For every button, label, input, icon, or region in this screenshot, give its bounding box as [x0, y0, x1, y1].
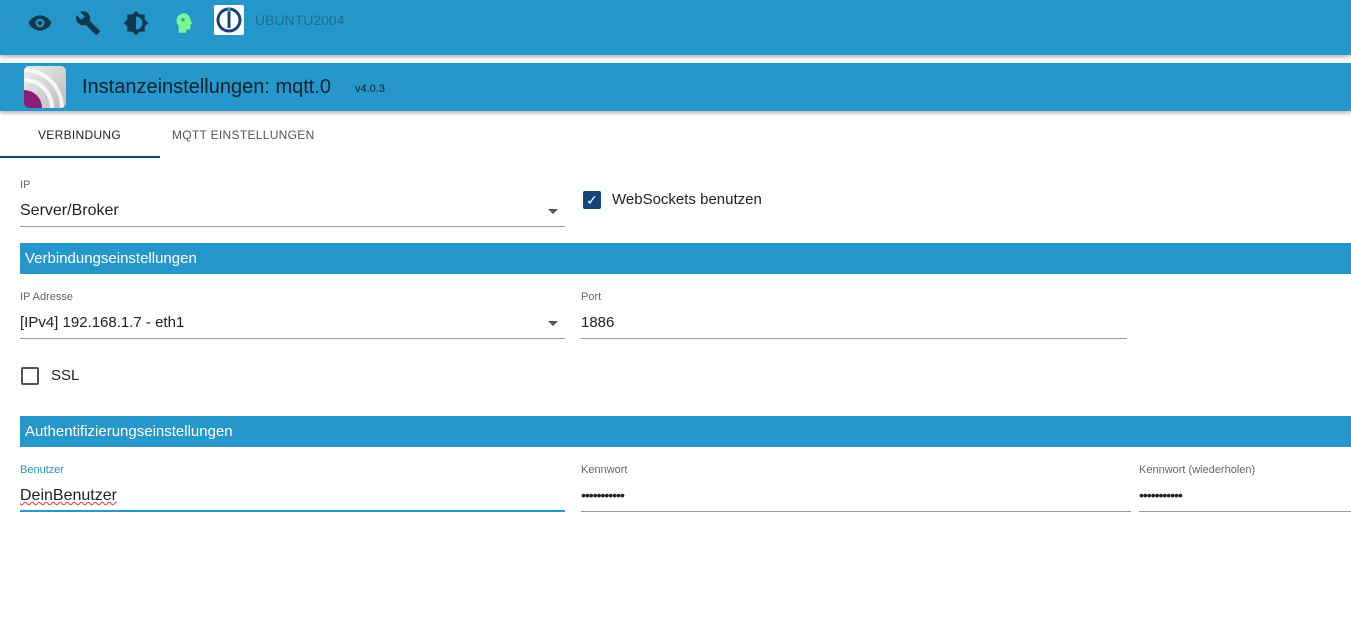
password-value: ••••••••••• — [581, 487, 625, 503]
ip-type-label: IP — [20, 179, 31, 191]
password-repeat-value: ••••••••••• — [1139, 487, 1183, 503]
page-title: Instanzeinstellungen: mqtt.0 — [82, 76, 332, 98]
section-auth-settings: Authentifizierungseinstellungen — [20, 416, 1351, 447]
password-label: Kennwort — [581, 464, 628, 476]
user-underline — [20, 510, 565, 512]
websockets-checkbox[interactable]: ✓ — [583, 191, 601, 209]
ip-type-value: Server/Broker — [20, 202, 119, 219]
user-value: DeinBenutzer — [20, 487, 117, 504]
ssl-label: SSL — [51, 367, 80, 384]
port-underline — [581, 338, 1127, 339]
tab-mqtt-einstellungen[interactable]: MQTT EINSTELLUNGEN — [172, 128, 315, 142]
iobroker-logo[interactable] — [214, 5, 244, 35]
password-underline — [581, 511, 1131, 512]
password-repeat-label: Kennwort (wiederholen) — [1139, 464, 1256, 476]
version-label: v4.0.3 — [355, 83, 385, 95]
wrench-icon[interactable] — [75, 10, 101, 36]
ip-address-label: IP Adresse — [20, 291, 73, 303]
ip-type-underline — [20, 226, 565, 227]
tab-verbindung[interactable]: VERBINDUNG — [38, 128, 122, 142]
host-name: UBUNTU2004 — [255, 12, 345, 28]
chevron-down-icon — [548, 209, 558, 214]
brightness-icon[interactable] — [123, 10, 149, 36]
instance-header: Instanzeinstellungen: mqtt.0 v4.0.3 — [0, 63, 1351, 111]
port-value: 1886 — [581, 314, 615, 331]
eye-icon[interactable] — [27, 10, 53, 36]
ssl-checkbox[interactable] — [21, 367, 39, 385]
mqtt-adapter-icon — [24, 66, 66, 108]
chevron-down-icon — [548, 321, 558, 326]
port-label: Port — [581, 291, 602, 303]
ip-address-underline — [20, 338, 565, 339]
ip-address-value: [IPv4] 192.168.1.7 - eth1 — [20, 314, 185, 331]
websockets-label: WebSockets benutzen — [612, 191, 762, 208]
password-repeat-underline — [1139, 511, 1351, 512]
section-connection-settings: Verbindungseinstellungen — [20, 243, 1351, 274]
expert-mode-head-icon[interactable] — [170, 10, 196, 36]
user-label: Benutzer — [20, 464, 65, 476]
active-tab-indicator — [0, 156, 160, 158]
top-toolbar: UBUNTU2004 — [0, 0, 1351, 55]
